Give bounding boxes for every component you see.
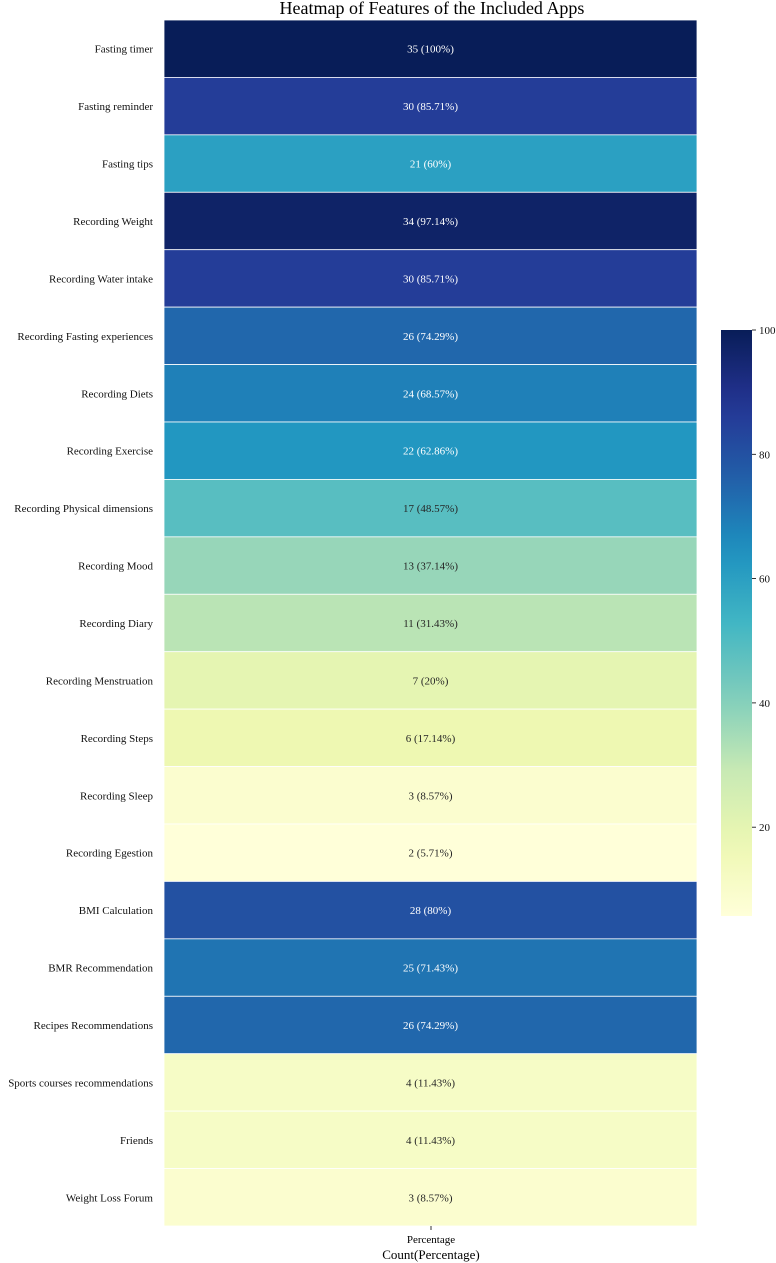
heatmap-cell <box>163 995 698 1055</box>
colorbar-tick-label: 60 <box>759 574 771 586</box>
colorbar: 20 40 60 80 100 <box>721 325 776 916</box>
cell-annotation: 11 (31.43%) <box>403 618 458 630</box>
heatmap-cell <box>163 19 698 78</box>
cell-annotation: 35 (100%) <box>407 44 454 56</box>
y-tick-label: Recording Water intake <box>49 273 153 285</box>
heatmap-cell <box>163 1053 698 1112</box>
heatmap-cell <box>163 536 698 595</box>
colorbar-gradient <box>721 330 752 916</box>
cell-annotation: 28 (80%) <box>410 905 452 917</box>
cell-annotation: 26 (74.29%) <box>403 331 458 343</box>
y-tick-label: Recipes Recommendations <box>34 1020 153 1032</box>
y-tick-label: Fasting timer <box>95 44 154 56</box>
cell-annotation: 4 (11.43%) <box>406 1077 455 1089</box>
cell-annotation: 30 (85.71%) <box>403 101 458 113</box>
heatmap-cell <box>163 766 698 825</box>
chart-title: Heatmap of Features of the Included Apps <box>280 0 585 18</box>
x-tick-label: Percentage <box>407 1234 455 1246</box>
cell-annotation: 34 (97.14%) <box>403 216 458 228</box>
cell-annotation: 4 (11.43%) <box>406 1135 455 1147</box>
heatmap-cell <box>163 938 698 997</box>
x-axis: Percentage Count(Percentage) <box>382 1226 480 1262</box>
heatmap-cell <box>163 881 698 940</box>
heatmap-cell <box>163 191 698 251</box>
y-tick-label: BMR Recommendation <box>48 963 153 975</box>
y-tick-label: Recording Fasting experiences <box>17 331 153 343</box>
y-tick-label: Recording Steps <box>81 733 153 745</box>
cell-annotation: 6 (17.14%) <box>406 733 456 745</box>
cell-annotation: 3 (8.57%) <box>409 1192 453 1204</box>
colorbar-tick-label: 100 <box>759 325 776 337</box>
y-tick-label: Recording Weight <box>73 216 153 228</box>
heatmap-cell <box>163 421 698 480</box>
y-tick-label: Recording Mood <box>78 561 153 573</box>
y-tick-label: Friends <box>120 1135 153 1147</box>
y-tick-label: Recording Menstruation <box>46 675 154 687</box>
y-tick-label: Recording Egestion <box>66 848 154 860</box>
y-tick-label: BMI Calculation <box>79 905 154 917</box>
cell-annotation: 25 (71.43%) <box>403 963 458 975</box>
colorbar-tick-label: 20 <box>759 822 771 834</box>
cell-annotation: 30 (85.71%) <box>403 273 458 285</box>
heatmap-cell <box>163 134 698 193</box>
y-tick-label: Recording Diets <box>81 388 153 400</box>
cell-annotation: 22 (62.86%) <box>403 446 458 458</box>
y-tick-label: Recording Diary <box>79 618 153 630</box>
heatmap-cell <box>163 1168 698 1227</box>
cell-annotation: 24 (68.57%) <box>403 388 458 400</box>
heatmap-cell <box>163 593 698 653</box>
cell-annotation: 3 (8.57%) <box>409 790 453 802</box>
y-tick-label: Weight Loss Forum <box>66 1192 154 1204</box>
y-tick-label: Fasting tips <box>102 159 153 171</box>
colorbar-tick-label: 40 <box>759 698 771 710</box>
cell-annotation: 21 (60%) <box>410 159 452 171</box>
cell-annotation: 2 (5.71%) <box>409 848 453 860</box>
colorbar-tick-label: 80 <box>759 449 771 461</box>
x-axis-title: Count(Percentage) <box>382 1247 479 1262</box>
cell-annotation: 13 (37.14%) <box>403 561 458 573</box>
heatmap-cell <box>163 708 698 767</box>
heatmap-cell <box>163 1110 698 1169</box>
heatmap-cell <box>163 77 698 136</box>
y-tick-label: Recording Physical dimensions <box>14 503 153 515</box>
heatmap-cell <box>163 651 698 710</box>
heatmap-cell <box>163 249 698 308</box>
y-tick-label: Sports courses recommendations <box>8 1077 153 1089</box>
y-tick-label: Recording Exercise <box>67 446 154 458</box>
heatmap-cells: 35 (100%) 30 (85.71%) 21 (60%) 34 (97.14%) 3… <box>163 19 698 1227</box>
y-axis-labels: Fasting timer Fasting reminder Fasting tip… <box>8 44 153 1205</box>
y-tick-label: Fasting reminder <box>78 101 153 113</box>
heatmap-cell <box>163 306 698 365</box>
y-tick-label: Recording Sleep <box>80 790 154 802</box>
cell-annotation: 7 (20%) <box>413 675 449 687</box>
cell-annotation: 26 (74.29%) <box>403 1020 458 1032</box>
cell-annotation: 17 (48.57%) <box>403 503 458 515</box>
heatmap-cell <box>163 823 698 882</box>
